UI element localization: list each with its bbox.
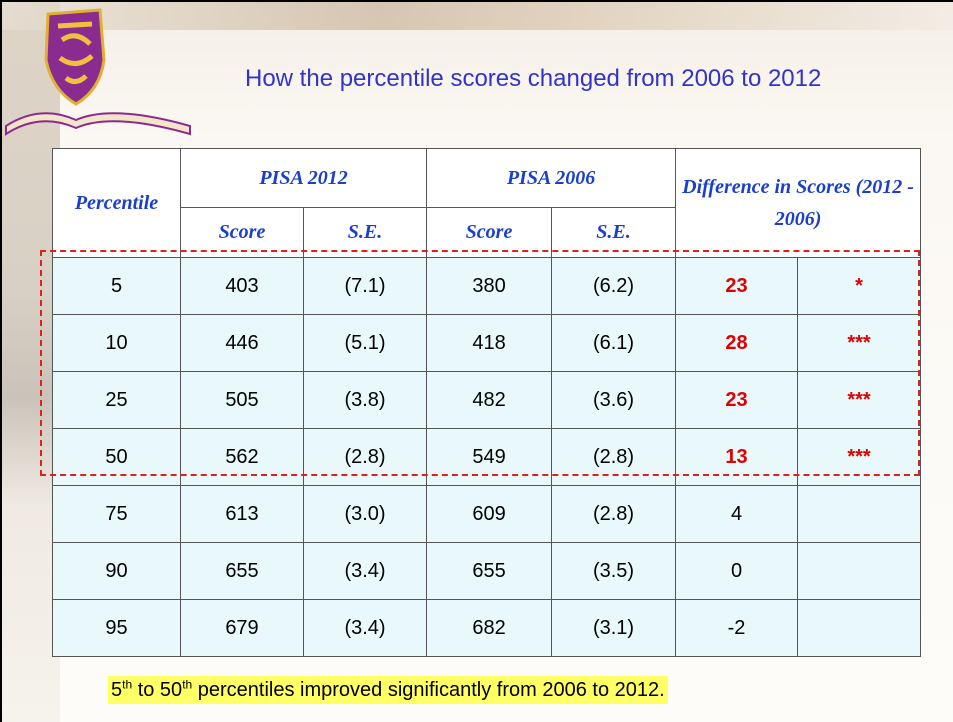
table-cell: (3.6)	[551, 371, 677, 429]
table-cell: (2.8)	[302, 428, 428, 486]
table-cell: (3.5)	[551, 542, 677, 600]
header-cell: PISA 2012	[179, 148, 428, 208]
table-row: 90 655 (3.4) 655 (3.5) 0	[52, 542, 922, 600]
table-cell: 25	[52, 371, 181, 429]
table-cell: 655	[426, 542, 553, 600]
footnote-text: percentiles improved significantly from …	[192, 679, 665, 701]
table-cell: 549	[426, 428, 553, 486]
table-cell: ***	[797, 314, 922, 372]
footnote-text: th	[122, 677, 133, 692]
table-cell: (3.4)	[302, 599, 428, 657]
footnote-text: th	[182, 677, 193, 692]
table-cell: (3.0)	[302, 485, 428, 543]
header-cell: S.E.	[551, 207, 677, 258]
table-row: 75 613 (3.0) 609 (2.8) 4	[52, 485, 922, 543]
table-cell: ***	[797, 371, 922, 429]
table-cell: 23	[675, 371, 799, 429]
table-cell: *	[797, 257, 922, 315]
table-cell: 0	[675, 542, 799, 600]
background-band	[0, 0, 953, 30]
table-cell: (7.1)	[302, 257, 428, 315]
table-cell: (2.8)	[551, 485, 677, 543]
table-cell: 418	[426, 314, 553, 372]
table-cell: (6.2)	[551, 257, 677, 315]
header-cell: Percentile	[52, 148, 181, 258]
table-row: 10 446 (5.1) 418 (6.1) 28 ***	[52, 314, 922, 372]
table-row: 95 679 (3.4) 682 (3.1) -2	[52, 599, 922, 657]
table-cell: -2	[675, 599, 799, 657]
table-cell: 75	[52, 485, 181, 543]
table-cell: (3.4)	[302, 542, 428, 600]
table-cell: 609	[426, 485, 553, 543]
header-cell: PISA 2006	[426, 148, 677, 208]
table-cell: 10	[52, 314, 181, 372]
results-table: Percentile PISA 2012 PISA 2006 Differenc…	[52, 148, 922, 657]
header-cell: Score	[180, 207, 304, 258]
slide-title: How the percentile scores changed from 2…	[245, 65, 822, 92]
table-cell: (3.8)	[302, 371, 428, 429]
table-cell: 90	[52, 542, 181, 600]
header-cell: S.E.	[302, 207, 428, 258]
table-cell: 505	[180, 371, 304, 429]
footnote-text: to 50	[132, 679, 183, 701]
table-cell: 13	[675, 428, 799, 486]
table-cell: ***	[797, 428, 922, 486]
table-cell: 95	[52, 599, 181, 657]
table-cell: 655	[180, 542, 304, 600]
table-cell	[797, 485, 922, 543]
table-cell: (2.8)	[551, 428, 677, 486]
table-cell	[797, 542, 922, 600]
table-cell: 482	[426, 371, 553, 429]
table-cell: 380	[426, 257, 553, 315]
table-cell: 613	[180, 485, 304, 543]
table-cell: 4	[675, 485, 799, 543]
table-cell: (3.1)	[551, 599, 677, 657]
header-cell: Difference in Scores (2012 - 2006)	[675, 148, 922, 258]
table-cell: 446	[180, 314, 304, 372]
table-cell: 50	[52, 428, 181, 486]
table-cell: (6.1)	[551, 314, 677, 372]
table-cell: 679	[180, 599, 304, 657]
table-cell: 682	[426, 599, 553, 657]
table-row: 50 562 (2.8) 549 (2.8) 13 ***	[52, 428, 922, 486]
table-cell: 5	[52, 257, 181, 315]
table-row: 25 505 (3.8) 482 (3.6) 23 ***	[52, 371, 922, 429]
table-cell: 403	[180, 257, 304, 315]
footnote: 5th to 50th percentiles improved signifi…	[108, 676, 668, 704]
table-cell: 23	[675, 257, 799, 315]
table-row: 5 403 (7.1) 380 (6.2) 23 *	[52, 257, 922, 315]
logo	[5, 8, 191, 136]
footnote-text: 5	[111, 679, 123, 701]
table-cell: 28	[675, 314, 799, 372]
table-cell: (5.1)	[302, 314, 428, 372]
table-cell: 562	[180, 428, 304, 486]
header-cell: Score	[426, 207, 553, 258]
table-body: 5 403 (7.1) 380 (6.2) 23 * 10 446 (5.1) 418 (6.1) 28…	[52, 257, 922, 657]
table-cell	[797, 599, 922, 657]
